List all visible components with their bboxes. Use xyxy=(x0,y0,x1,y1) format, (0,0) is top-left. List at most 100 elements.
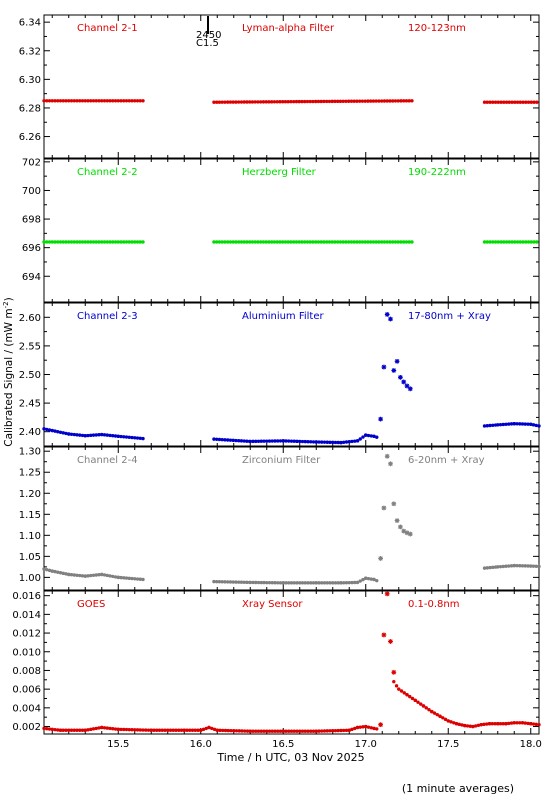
data-point xyxy=(298,581,302,585)
data-point xyxy=(157,728,162,732)
y-tick-label: 0.004 xyxy=(12,703,41,714)
data-point xyxy=(47,99,52,103)
data-point xyxy=(64,728,68,732)
data-point xyxy=(333,581,338,585)
data-point xyxy=(328,440,332,445)
data-point xyxy=(272,100,277,104)
data-point xyxy=(360,99,365,103)
data-point xyxy=(364,724,368,729)
data-point xyxy=(278,439,283,443)
data-point xyxy=(347,240,351,244)
data-point xyxy=(358,99,362,103)
data-point xyxy=(102,433,107,437)
data-point xyxy=(298,439,302,444)
data-point xyxy=(535,240,539,244)
data-point xyxy=(273,439,277,443)
data-point xyxy=(226,100,230,104)
data-point xyxy=(135,436,140,440)
data-point xyxy=(267,729,272,733)
data-point xyxy=(342,440,346,444)
data-point xyxy=(496,423,500,427)
data-point xyxy=(410,99,414,103)
x-axis: 15.5 16.0 16.5 17.0 17.5 18.0 xyxy=(107,739,542,750)
data-point xyxy=(116,575,120,580)
data-point xyxy=(220,437,224,442)
series-segment-3 xyxy=(482,240,539,244)
data-point xyxy=(237,438,241,443)
data-point xyxy=(303,439,307,444)
data-point xyxy=(221,728,225,733)
data-point xyxy=(416,700,420,704)
data-point xyxy=(226,240,230,244)
data-point xyxy=(344,240,348,244)
data-point xyxy=(510,240,514,244)
data-point xyxy=(144,728,148,732)
data-point xyxy=(243,729,247,733)
data-point xyxy=(94,99,98,103)
data-point xyxy=(102,573,107,577)
data-point xyxy=(80,99,85,103)
flare-point xyxy=(391,368,397,373)
data-point xyxy=(83,434,87,438)
data-point xyxy=(138,99,142,103)
data-point xyxy=(399,689,404,693)
data-point xyxy=(504,564,508,568)
data-point xyxy=(86,99,90,103)
data-point xyxy=(223,240,227,244)
data-point xyxy=(248,439,252,444)
data-point xyxy=(350,727,354,732)
data-point xyxy=(432,711,437,715)
data-point xyxy=(234,438,238,443)
data-point xyxy=(248,100,252,104)
y-tick-label: 6.26 xyxy=(19,132,41,143)
data-point xyxy=(253,240,257,244)
data-point xyxy=(283,240,288,244)
data-point xyxy=(311,440,316,444)
data-point xyxy=(320,729,324,733)
data-point xyxy=(396,99,400,103)
data-point xyxy=(369,434,373,438)
data-point xyxy=(72,99,76,103)
data-point xyxy=(141,728,145,732)
data-point xyxy=(476,723,481,727)
data-point xyxy=(306,581,310,585)
data-point xyxy=(504,422,508,426)
data-point xyxy=(91,99,96,103)
series-segment-2 xyxy=(212,433,379,445)
data-point xyxy=(374,99,378,103)
data-point xyxy=(504,240,509,244)
data-point xyxy=(399,99,403,103)
data-point xyxy=(272,240,277,244)
data-point xyxy=(507,564,511,568)
data-point xyxy=(47,240,52,244)
data-point xyxy=(45,240,49,244)
y-tick-label: 696 xyxy=(22,243,41,254)
data-point xyxy=(309,581,313,585)
data-point xyxy=(242,100,246,104)
data-point xyxy=(317,729,321,733)
data-point xyxy=(281,729,285,733)
data-point xyxy=(91,433,96,437)
data-point xyxy=(413,698,417,703)
data-point xyxy=(510,100,514,104)
data-point xyxy=(127,99,131,103)
data-point xyxy=(242,580,246,584)
data-point xyxy=(100,725,104,730)
data-point xyxy=(275,100,279,104)
flare-point xyxy=(384,312,390,317)
data-point xyxy=(360,240,365,244)
data-point xyxy=(372,434,376,438)
data-point xyxy=(130,576,134,581)
data-point xyxy=(270,100,274,104)
data-point xyxy=(220,240,224,244)
data-point xyxy=(141,436,145,441)
data-point xyxy=(254,580,258,585)
data-point xyxy=(363,240,367,244)
data-point xyxy=(322,240,326,244)
flare-points-1 xyxy=(378,312,413,422)
data-point xyxy=(306,440,310,444)
data-point xyxy=(78,99,82,103)
data-point xyxy=(83,728,87,732)
data-point xyxy=(237,580,241,584)
data-point xyxy=(496,240,500,244)
